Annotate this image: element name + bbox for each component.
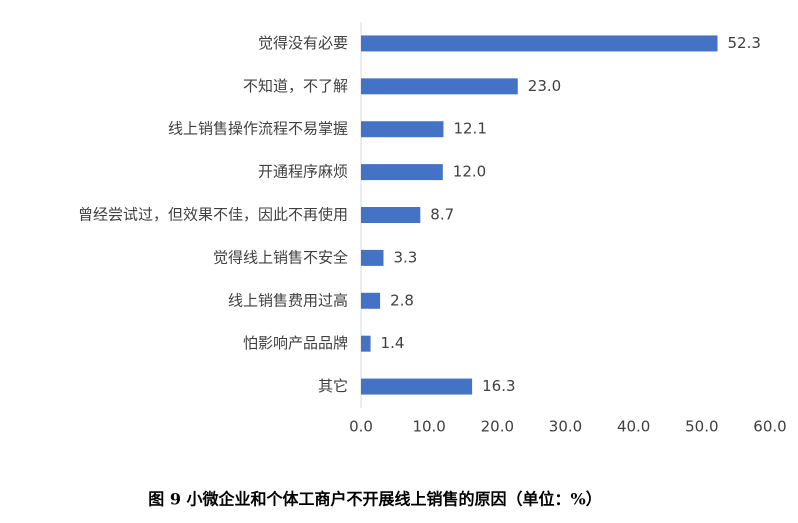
- x-tick-label: 30.0: [549, 418, 582, 436]
- value-label: 3.3: [393, 248, 417, 266]
- chart-title: 图 9 小微企业和个体工商户不开展线上销售的原因（单位：%）: [148, 490, 601, 509]
- y-tick-label: 觉得没有必要: [258, 34, 348, 52]
- bar: [361, 207, 421, 223]
- value-label: 1.4: [381, 334, 405, 352]
- y-tick-label: 线上销售费用过高: [228, 291, 348, 309]
- y-tick-label: 不知道，不了解: [243, 77, 348, 95]
- value-label: 12.0: [453, 163, 486, 181]
- y-tick-label: 线上销售操作流程不易掌握: [168, 120, 348, 138]
- x-tick-label: 60.0: [753, 418, 786, 436]
- x-tick-label: 50.0: [685, 418, 718, 436]
- bar: [361, 164, 443, 181]
- x-tick-label: 0.0: [349, 418, 373, 436]
- bar: [361, 121, 444, 138]
- x-tick-label: 40.0: [617, 418, 650, 436]
- value-label: 16.3: [482, 377, 515, 395]
- bar: [361, 292, 381, 309]
- x-tick-label: 10.0: [412, 418, 445, 436]
- bar: [361, 335, 371, 352]
- y-tick-label: 开通程序麻烦: [258, 163, 348, 181]
- bar: [361, 35, 718, 52]
- value-label: 2.8: [390, 291, 414, 309]
- bar: [361, 249, 384, 266]
- bar: [361, 378, 473, 395]
- value-label: 52.3: [728, 34, 761, 52]
- value-label: 12.1: [453, 120, 486, 138]
- value-label: 8.7: [430, 206, 454, 224]
- x-tick-label: 20.0: [481, 418, 514, 436]
- value-label: 23.0: [528, 77, 561, 95]
- bar: [361, 78, 518, 95]
- y-tick-label: 怕影响产品品牌: [243, 334, 348, 352]
- y-tick-label: 觉得线上销售不安全: [213, 248, 348, 266]
- y-tick-label: 其它: [318, 377, 348, 395]
- y-tick-label: 曾经尝试过，但效果不佳，因此不再使用: [78, 206, 348, 224]
